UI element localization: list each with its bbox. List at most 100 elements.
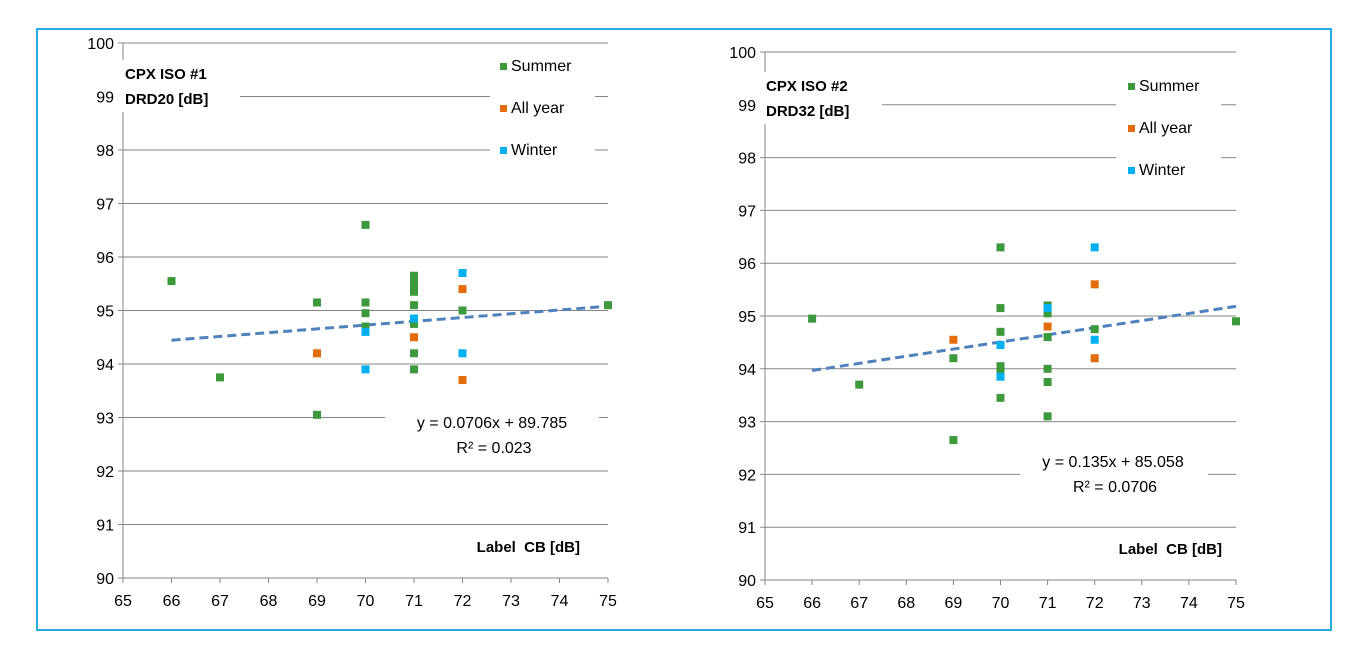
legend-marker-summer	[1128, 83, 1135, 90]
chart-2-equation-label: y = 0.135x + 85.058	[1042, 454, 1184, 471]
trendline	[171, 304, 609, 342]
chart-1-x-axis-title-background	[445, 535, 585, 561]
chart-2-y-tick-labels: 90 91 92 93 94 95 96 97 98 99 100	[729, 45, 756, 590]
point-all-year	[1090, 354, 1099, 363]
figure-border	[36, 28, 1332, 631]
y-tick-label-99: 99	[96, 90, 114, 107]
legend-marker-all-year	[1128, 125, 1135, 132]
x-tick-label-70: 70	[992, 595, 1010, 612]
point-summer	[949, 436, 958, 445]
chart-1-data-points	[167, 220, 612, 419]
y-tick-label-97: 97	[738, 203, 756, 220]
chart-2-title-line-2: DRD32 [dB]	[766, 103, 849, 120]
y-tick-label-97: 97	[96, 197, 114, 214]
y-tick-label-94: 94	[738, 362, 756, 379]
y-tick-label-90: 90	[738, 573, 756, 590]
chart-1-title-line-1: CPX ISO #1	[125, 66, 207, 83]
chart-2-title-background	[760, 72, 882, 124]
legend-marker-summer	[500, 63, 507, 70]
x-tick-label-68: 68	[897, 595, 915, 612]
point-summer	[996, 367, 1005, 376]
x-tick-label-71: 71	[405, 593, 423, 610]
y-tick-label-91: 91	[738, 520, 756, 537]
point-summer	[996, 304, 1005, 313]
x-tick-label-73: 73	[1133, 595, 1151, 612]
point-all-year	[458, 285, 467, 294]
x-tick-label-65: 65	[756, 595, 774, 612]
point-winter	[458, 269, 467, 278]
point-summer	[1043, 364, 1052, 373]
point-summer	[410, 365, 418, 374]
x-tick-label-69: 69	[945, 595, 963, 612]
point-summer	[361, 220, 370, 229]
chart-2-x-axis-title-box: Label CB [dB]	[1096, 537, 1226, 563]
point-summer	[410, 271, 418, 280]
x-tick-label-75: 75	[1227, 595, 1245, 612]
point-summer	[313, 410, 321, 419]
chart-2-x-axis-title: Label CB [dB]	[1119, 541, 1222, 558]
x-tick-label-65: 65	[114, 593, 132, 610]
point-all-year	[1090, 280, 1099, 289]
chart-2-equation-background	[1020, 449, 1208, 502]
point-summer	[410, 277, 418, 286]
x-tick-label-69: 69	[308, 593, 326, 610]
chart-1-y-tick-labels: 90 91 92 93 94 95 96 97 98 99 100	[87, 36, 114, 588]
point-summer	[996, 243, 1005, 252]
point-summer	[1043, 412, 1052, 421]
y-tick-label-91: 91	[96, 518, 114, 535]
legend-marker-winter	[500, 147, 507, 154]
y-tick-label-100: 100	[87, 36, 114, 53]
chart-1-trendline-equation: y = 0.0706x + 89.785 R² = 0.023	[385, 410, 599, 463]
chart-2-x-axis-title-background	[1096, 537, 1226, 563]
point-summer	[167, 277, 176, 286]
point-summer	[1043, 378, 1052, 386]
chart-1-title-box: CPX ISO #1 DRD20 [dB]	[118, 60, 240, 112]
chart-1-x-axis-title: Label CB [dB]	[477, 539, 580, 556]
point-summer	[313, 298, 321, 307]
y-tick-label-93: 93	[738, 415, 756, 432]
y-tick-label-92: 92	[738, 467, 756, 484]
y-tick-label-98: 98	[738, 151, 756, 168]
point-summer	[410, 301, 418, 310]
chart-1-trendline-group	[171, 304, 609, 342]
point-summer	[410, 319, 418, 328]
chart-1-r2-label: R² = 0.023	[456, 440, 531, 457]
x-tick-label-66: 66	[803, 595, 821, 612]
legend-label-all-year: All year	[511, 100, 565, 117]
point-summer	[216, 373, 224, 382]
chart-2: 90 91 92 93 94 95 96 97 98 99 100 65 66 67 68 69 70 71 72…	[729, 45, 1245, 612]
point-summer	[361, 298, 370, 307]
chart-2-legend: Summer All year Winter	[1116, 72, 1221, 190]
point-summer	[458, 306, 467, 315]
chart-1-legend-background	[490, 52, 595, 170]
x-tick-label-66: 66	[163, 593, 181, 610]
point-summer	[361, 309, 370, 318]
chart-1-x-tick-labels: 65 66 67 68 69 70 71 72 73 74 75	[114, 593, 617, 610]
point-winter	[996, 372, 1005, 381]
chart-1: 90 91 92 93 94 95 96 97 98 99 100 65 66 67 68 69 70 71 72…	[87, 36, 617, 610]
x-tick-label-74: 74	[551, 593, 569, 610]
chart-2-title-line-1: CPX ISO #2	[766, 78, 848, 95]
point-winter	[1090, 335, 1099, 344]
legend-label-summer: Summer	[1139, 78, 1200, 95]
point-winter	[1090, 243, 1099, 252]
y-tick-label-96: 96	[96, 250, 114, 267]
point-summer	[1232, 317, 1240, 326]
y-tick-label-96: 96	[738, 256, 756, 273]
point-all-year	[313, 349, 321, 358]
chart-1-legend: Summer All year Winter	[490, 52, 595, 170]
y-tick-label-95: 95	[738, 309, 756, 326]
y-tick-label-99: 99	[738, 98, 756, 115]
point-winter	[1043, 304, 1052, 313]
legend-label-winter: Winter	[511, 142, 558, 159]
legend-marker-winter	[1128, 167, 1135, 174]
point-all-year	[1043, 322, 1052, 331]
point-winter	[361, 365, 370, 374]
x-tick-label-67: 67	[850, 595, 868, 612]
point-summer	[1043, 333, 1052, 342]
legend-label-summer: Summer	[511, 58, 572, 75]
chart-1-equation-label: y = 0.0706x + 89.785	[417, 415, 567, 432]
chart-1-title-line-2: DRD20 [dB]	[125, 91, 208, 108]
point-summer	[1090, 325, 1099, 334]
